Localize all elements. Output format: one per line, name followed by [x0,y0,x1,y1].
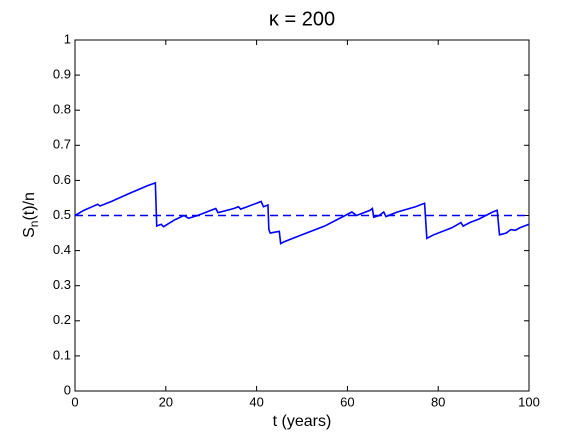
y-tick-label: 0.5 [53,207,71,222]
y-tick-label: 1 [64,31,71,46]
x-tick-label: 80 [431,394,445,409]
y-tick-label: 0.8 [53,102,71,117]
y-tick-label: 0.9 [53,67,71,82]
chart-title: κ = 200 [269,8,335,30]
x-tick-label: 0 [71,394,78,409]
y-label-main: S [21,227,38,238]
x-tick-label: 60 [340,394,354,409]
x-tick-label: 40 [249,394,263,409]
y-tick-label: 0.7 [53,137,71,152]
y-tick-label: 0.2 [53,312,71,327]
y-tick-label: 0.4 [53,242,71,257]
y-tick-label: 0.6 [53,172,71,187]
y-axis-label: Sn(t)/n [21,192,41,238]
y-tick-label: 0.3 [53,277,71,292]
y-tick-label: 0 [64,382,71,397]
data-line [74,181,530,245]
y-label-sub: n [27,221,41,228]
x-axis-label: t (years) [273,413,332,430]
x-tick-label: 100 [518,394,540,409]
y-label-rest: (t)/n [21,192,38,220]
y-tick-label: 0.1 [53,347,71,362]
x-tick-label: 20 [159,394,173,409]
